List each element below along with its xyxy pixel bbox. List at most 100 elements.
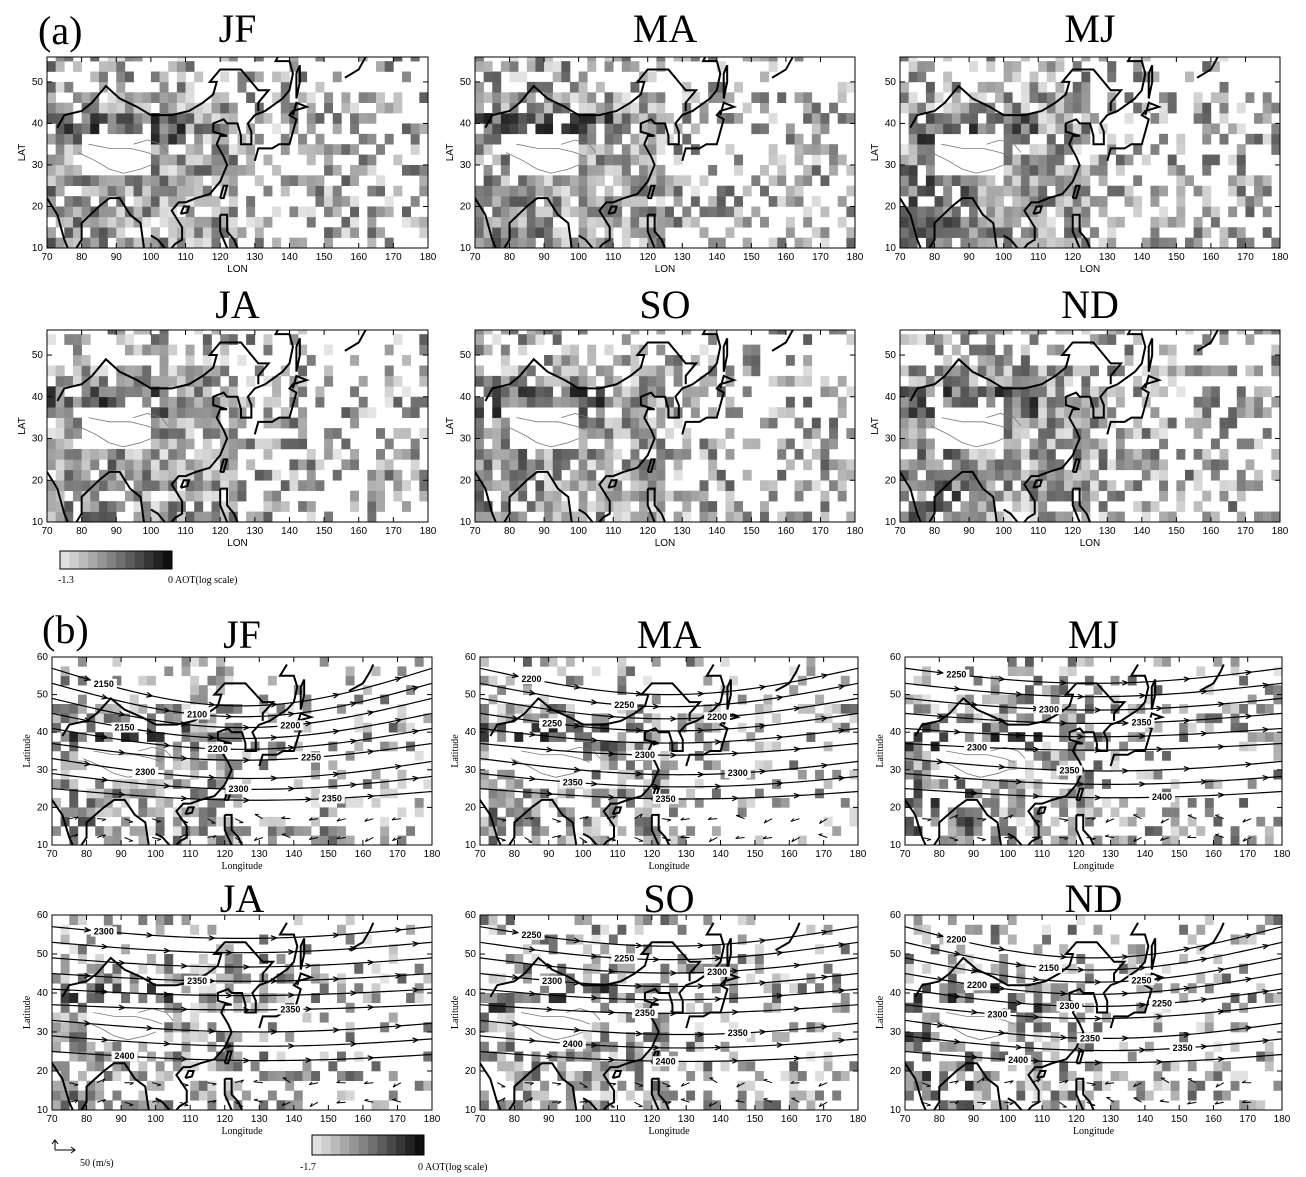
aot-cell [527, 61, 536, 72]
aot-cell [125, 449, 134, 460]
x-tick-label: 70 [41, 252, 53, 263]
aot-cell [660, 915, 669, 925]
wind-arrow [392, 818, 401, 820]
aot-cell [909, 376, 918, 387]
aot-cell [553, 470, 562, 481]
aot-cell [700, 449, 709, 460]
aot-cell [186, 92, 195, 103]
aot-cell [484, 376, 493, 387]
aot-cell [622, 186, 631, 197]
aot-cell [134, 512, 143, 523]
aot-cell [1068, 666, 1077, 676]
aot-cell [333, 113, 342, 124]
aot-cell [943, 227, 952, 238]
aot-cell [212, 480, 221, 491]
aot-cell [138, 1100, 147, 1110]
aot-cell [764, 983, 773, 993]
aot-cell [1055, 238, 1064, 249]
aot-cell [982, 723, 991, 733]
aot-cell [917, 186, 926, 197]
aot-cell [579, 365, 588, 376]
x-tick-label: 110 [605, 526, 621, 537]
aot-cell [824, 964, 833, 974]
aot-cell [798, 983, 807, 993]
aot-cell [307, 103, 316, 114]
aot-cell [497, 1061, 506, 1071]
y-tick-label: 40 [460, 118, 472, 129]
wind-arrow [819, 834, 828, 838]
aot-cell [708, 407, 717, 418]
aot-cell [238, 165, 247, 176]
aot-cell [104, 713, 113, 723]
aot-cell [69, 1013, 78, 1023]
aot-cell [78, 807, 87, 817]
aot-cell [1179, 704, 1188, 714]
aot-cell [47, 365, 56, 376]
aot-cell [307, 355, 316, 366]
aot-cell [246, 155, 255, 166]
wind-arrow [709, 837, 717, 841]
aot-cell [592, 925, 601, 935]
map-panel: SO70809010011012013014015016017018010203… [445, 282, 864, 551]
aot-cell [626, 789, 635, 799]
aot-cell [255, 439, 264, 450]
aot-cell [755, 836, 764, 846]
aot-cell [320, 807, 329, 817]
x-tick-label: 180 [850, 849, 867, 860]
aot-cell [61, 732, 70, 742]
aot-cell [969, 123, 978, 134]
aot-cell [639, 155, 648, 166]
aot-cell [514, 964, 523, 974]
aot-cell [216, 1032, 225, 1042]
aot-cell [272, 397, 281, 408]
aot-cell [52, 1100, 61, 1110]
aot-cell [207, 676, 216, 686]
aot-cell [553, 324, 562, 335]
aot-cell [738, 1091, 747, 1101]
aot-cell [1116, 186, 1125, 197]
contour-label: 2300 [542, 976, 562, 986]
aot-cell [225, 983, 234, 993]
aot-cell [56, 439, 65, 450]
aot-cell [501, 196, 510, 207]
aot-cell [346, 915, 355, 925]
aot-cell [656, 365, 665, 376]
aot-cell [743, 217, 752, 228]
aot-cell [510, 324, 519, 335]
aot-cell [527, 386, 536, 397]
aot-cell [846, 470, 855, 481]
aot-cell [656, 480, 665, 491]
aot-cell [1081, 217, 1090, 228]
aot-cell [64, 449, 73, 460]
aot-cell [475, 217, 484, 228]
aot-cell [147, 676, 156, 686]
aot-cell [900, 459, 909, 470]
x-tick-label: 80 [76, 526, 88, 537]
aot-cell [190, 925, 199, 935]
aot-cell [909, 407, 918, 418]
aot-cell [229, 470, 238, 481]
aot-cell [182, 1032, 191, 1042]
aot-cell [246, 439, 255, 450]
aot-cell [160, 196, 169, 207]
aot-cell [263, 407, 272, 418]
aot-cell [725, 227, 734, 238]
aot-cell [246, 459, 255, 470]
aot-cell [78, 695, 87, 705]
aot-cell [289, 439, 298, 450]
aot-cell [285, 1032, 294, 1042]
aot-cell [78, 657, 87, 667]
aot-cell [64, 227, 73, 238]
aot-cell [1176, 217, 1185, 228]
aot-cell [315, 82, 324, 93]
aot-cell [635, 1071, 644, 1081]
aot-cell [1237, 155, 1246, 166]
aot-cell [307, 206, 316, 217]
aot-cell [164, 1022, 173, 1032]
aot-cell [411, 407, 420, 418]
aot-cell [147, 954, 156, 964]
aot-cell [674, 512, 683, 523]
aot-cell [492, 155, 501, 166]
aot-cell [350, 113, 359, 124]
aot-cell [838, 196, 847, 207]
